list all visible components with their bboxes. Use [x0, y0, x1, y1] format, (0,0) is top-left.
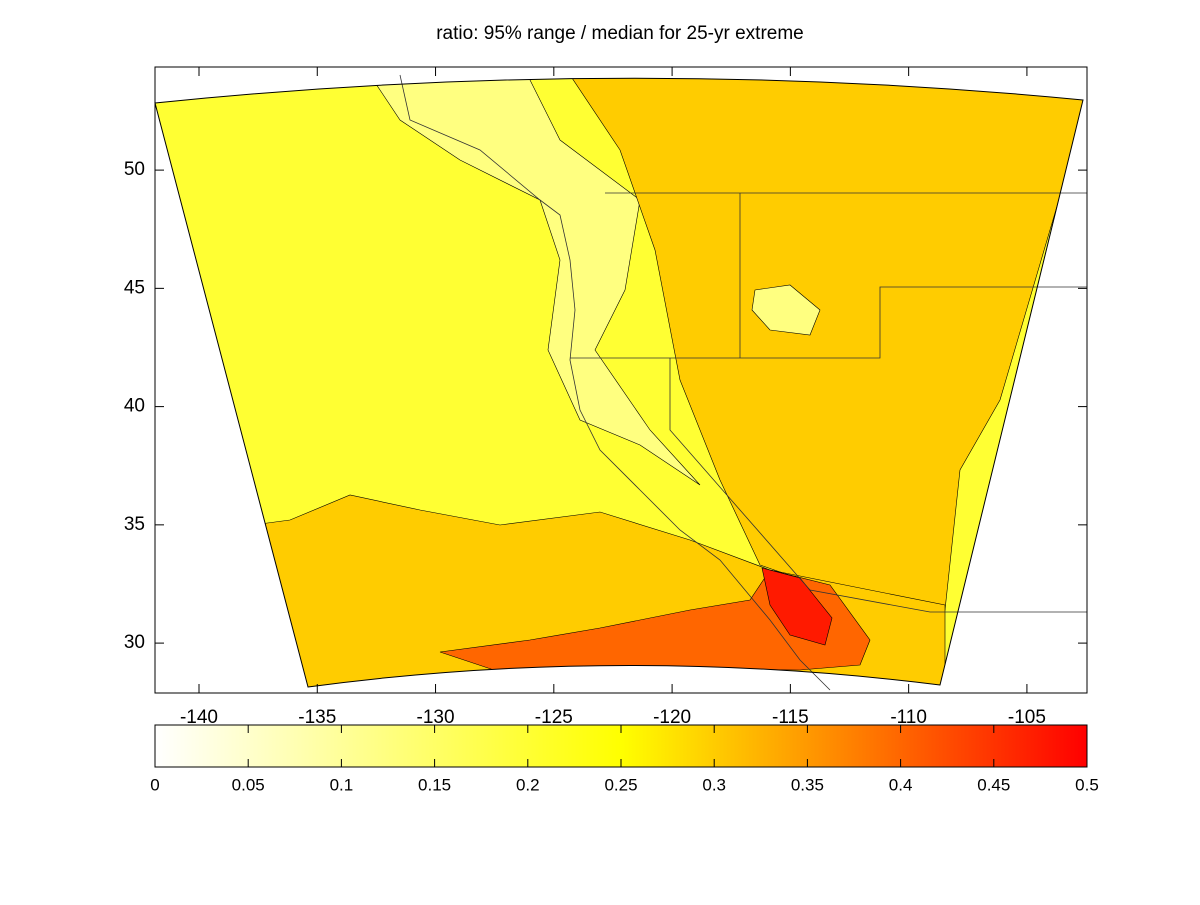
border [570, 286, 1087, 359]
y-tick-label: 50 [124, 159, 145, 180]
y-tick-label: 40 [124, 396, 145, 417]
border [669, 358, 1087, 613]
x-tick-label: -140 [180, 707, 218, 728]
contour-fill [751, 284, 821, 336]
x-tick-label: -120 [653, 707, 691, 728]
colorbar-tick-label: 0.45 [977, 775, 1010, 794]
contours [155, 78, 1083, 687]
x-tick-label: -135 [298, 707, 336, 728]
colorbar-tick-label: 0.3 [702, 775, 726, 794]
axes-box [154, 66, 1088, 694]
x-tick-label: -130 [417, 707, 455, 728]
y-tick-label: 30 [124, 632, 145, 653]
colorbar-tick-label: 0.2 [516, 775, 540, 794]
colorbar-tick-label: 0 [150, 775, 159, 794]
coastline [399, 74, 831, 691]
colorbar-tick-label: 0.4 [889, 775, 913, 794]
colorbar-tick-label: 0.35 [791, 775, 824, 794]
chart-title: ratio: 95% range / median for 25-yr extr… [436, 23, 804, 44]
domain-outline [154, 77, 1084, 688]
colorbar-ticks: 0 0.05 0.1 0.15 0.2 0.25 0.3 0.35 0.4 0.45 0.5 [150, 725, 1099, 794]
x-tick-label: -115 [772, 707, 809, 728]
x-tick-label: -125 [535, 707, 573, 728]
y-tick-label: 45 [124, 277, 145, 298]
colorbar-tick-label: 0.15 [418, 775, 451, 794]
colorbar-tick-label: 0.25 [604, 775, 637, 794]
x-tick-label: -105 [1008, 707, 1046, 728]
boundaries [399, 74, 1087, 691]
x-tick-label: -110 [890, 707, 927, 728]
y-tick-label: 35 [124, 514, 145, 535]
colorbar-tick-label: 0.1 [330, 775, 354, 794]
colorbar-tick-label: 0.5 [1075, 775, 1099, 794]
contour-fill [359, 78, 701, 486]
colorbar-tick-label: 0.05 [232, 775, 265, 794]
